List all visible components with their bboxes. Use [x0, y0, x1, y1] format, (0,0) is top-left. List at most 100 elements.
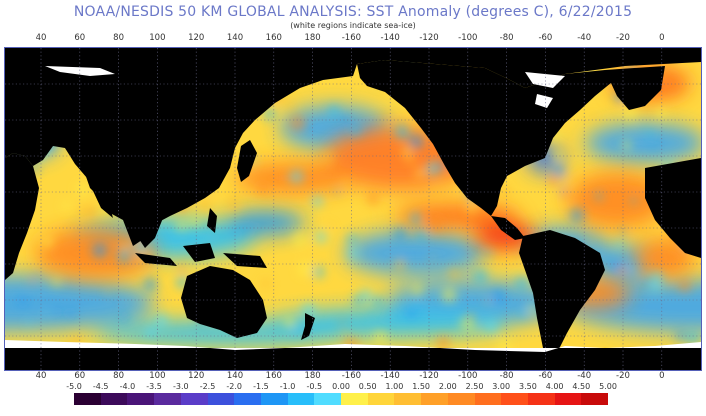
speckle-dot	[226, 196, 241, 211]
speckle-dot	[466, 202, 477, 213]
colorbar-tick-label: 3.00	[492, 382, 511, 391]
speckle-dot	[283, 316, 296, 329]
colorbar-tick-label: -3.0	[172, 382, 189, 391]
colorbar-swatch	[341, 393, 368, 405]
speckle-dot	[406, 309, 416, 319]
speckle-dot	[339, 320, 345, 326]
longitude-label: -120	[419, 33, 439, 43]
land-africa	[5, 153, 39, 280]
speckle-dot	[327, 104, 341, 118]
longitude-axis-top: 40 60 80 100 120 140 160 180 -160 -140 -120 -100 -80…	[0, 33, 706, 45]
speckle-dot	[428, 215, 444, 231]
speckle-dot	[116, 247, 132, 263]
sea-ice-layer	[5, 66, 701, 352]
speckle-dot	[18, 296, 28, 306]
speckle-dot	[474, 246, 481, 253]
colorbar-tick-label: 0.50	[358, 382, 377, 391]
speckle-dot	[630, 197, 638, 204]
speckle-dot	[346, 233, 358, 245]
speckle-dot	[562, 173, 575, 185]
speckle-dot	[292, 232, 307, 247]
longitude-label: -60	[538, 371, 553, 381]
longitude-label: -20	[616, 33, 630, 43]
speckle-dot	[633, 185, 638, 190]
speckle-dot	[636, 269, 641, 274]
speckle-dot	[405, 154, 416, 165]
speckle-dot	[621, 140, 632, 150]
speckle-dot	[315, 231, 327, 244]
speckle-dot	[586, 238, 594, 245]
speckle-dot	[642, 278, 651, 287]
colorbar-tick-label: -5.0	[66, 382, 82, 391]
longitude-label: 160	[265, 371, 282, 381]
longitude-label: 0	[659, 33, 665, 43]
map-title: NOAA/NESDIS 50 KM GLOBAL ANALYSIS: SST A…	[73, 4, 633, 20]
speckle-dot	[77, 204, 93, 219]
speckle-dot	[412, 302, 421, 310]
speckle-dot	[484, 299, 490, 306]
speckle-dot	[67, 309, 76, 318]
speckle-dot	[625, 263, 636, 274]
speckle-dot	[296, 173, 302, 179]
longitude-label: -140	[380, 371, 400, 381]
speckle-dot	[312, 265, 325, 278]
longitude-label: -100	[458, 33, 478, 43]
longitude-label: -40	[577, 371, 592, 381]
speckle-dot	[43, 309, 48, 314]
speckle-dot	[176, 219, 188, 231]
colorbar-swatch	[554, 393, 582, 405]
speckle-dot	[120, 313, 129, 322]
speckle-dot	[594, 192, 603, 201]
colorbar-swatch	[501, 393, 528, 405]
speckle-dot	[609, 261, 621, 272]
longitude-label: -120	[419, 371, 439, 381]
longitude-label: -140	[380, 33, 400, 43]
speckle-dot	[143, 277, 158, 292]
sst-anomaly-map	[4, 47, 702, 371]
speckle-dot	[367, 311, 374, 318]
speckle-dot	[491, 289, 505, 303]
colorbar-swatch	[527, 393, 555, 405]
speckle-dot	[485, 249, 493, 257]
land-eurasia	[5, 48, 701, 246]
longitude-label: 40	[35, 33, 47, 43]
speckle-dot	[340, 178, 351, 189]
colorbar-tick-label: 1.00	[385, 382, 404, 391]
land-indochina	[125, 196, 165, 248]
longitude-label: -40	[577, 33, 592, 43]
speckle-dot	[257, 183, 269, 195]
speckle-dot	[145, 326, 157, 337]
longitude-label: 120	[188, 371, 205, 381]
speckle-dot	[647, 130, 655, 138]
land-new-zealand	[301, 313, 315, 340]
longitude-label: 40	[35, 371, 47, 381]
speckle-dot	[341, 115, 349, 124]
longitude-label: 180	[304, 33, 321, 43]
colorbar-tick-label: 4.00	[545, 382, 564, 391]
longitude-label: 100	[149, 33, 166, 43]
colorbar-swatch	[260, 393, 288, 405]
speckle-dot	[651, 145, 656, 150]
speckle-dot	[666, 79, 679, 92]
speckle-dot	[459, 318, 472, 330]
land-australia	[181, 266, 267, 338]
longitude-label: 0	[659, 371, 665, 381]
speckle-dot	[429, 255, 434, 260]
speckle-dot	[518, 308, 529, 319]
speckle-dot	[515, 276, 529, 290]
colorbar-swatch	[100, 393, 128, 405]
speckle-dot	[263, 107, 276, 121]
sea-ice-arctic-1	[45, 66, 115, 76]
colorbar-tick-label: -2.0	[226, 382, 242, 391]
speckle-dot	[590, 112, 598, 120]
land-indonesia-2	[183, 243, 215, 262]
colorbar-swatch	[74, 393, 101, 405]
colorbar-swatch	[421, 393, 448, 405]
speckle-dot	[375, 214, 381, 221]
speckle-dot	[416, 230, 427, 242]
speckle-dot	[327, 223, 333, 228]
speckle-dot	[685, 330, 701, 346]
speckle-dot	[436, 161, 446, 171]
speckle-dot	[41, 235, 54, 248]
land-central-america	[491, 216, 525, 240]
